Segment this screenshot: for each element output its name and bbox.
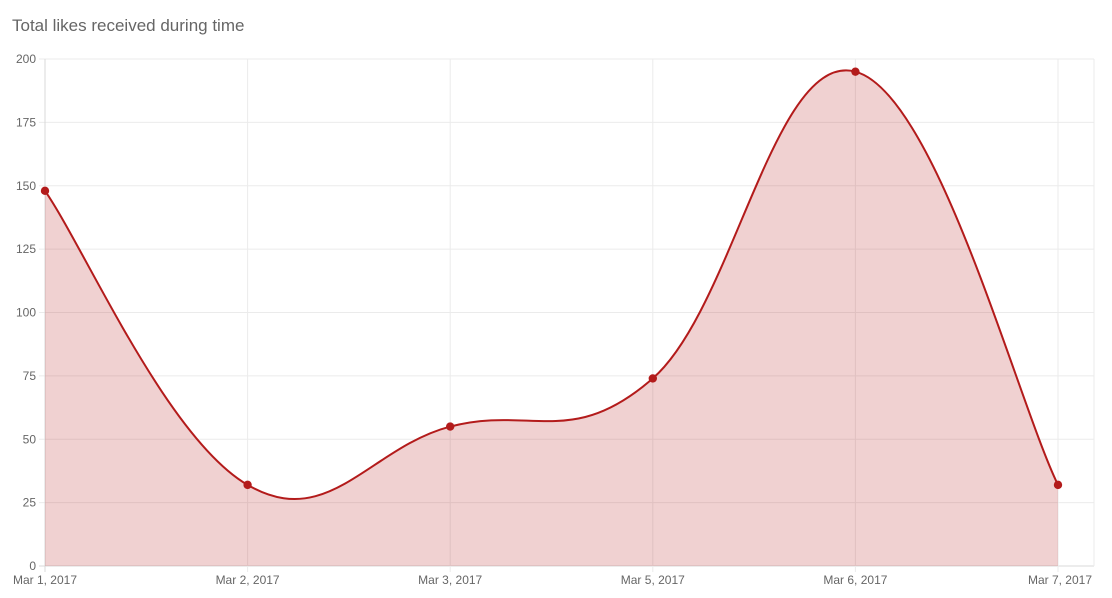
y-tick-label: 200 xyxy=(16,52,36,66)
series-area-fill xyxy=(45,70,1058,566)
data-point[interactable] xyxy=(446,422,455,431)
data-point[interactable] xyxy=(648,374,657,383)
series-line xyxy=(44,69,1059,500)
y-tick-label: 175 xyxy=(16,115,36,129)
x-tick-label: Mar 3, 2017 xyxy=(418,573,482,587)
y-tick-label: 25 xyxy=(23,496,37,510)
point-layer xyxy=(40,67,1063,490)
y-tick-label: 125 xyxy=(16,242,36,256)
chart-title: Total likes received during time xyxy=(12,16,245,35)
y-tick-label: 150 xyxy=(16,179,36,193)
x-tick-label: Mar 2, 2017 xyxy=(216,573,280,587)
data-point[interactable] xyxy=(851,67,860,76)
data-point[interactable] xyxy=(40,186,50,196)
x-tick-label: Mar 1, 2017 xyxy=(13,573,77,587)
y-tick-label: 100 xyxy=(16,306,36,320)
series-layer xyxy=(44,69,1059,566)
y-tick-label: 50 xyxy=(23,432,37,446)
label-layer: 0 25 50 75 100 125 150 175 200 Mar 1, 2017 Mar 2, … xyxy=(13,52,1092,587)
data-point[interactable] xyxy=(243,480,252,490)
x-tick-label: Mar 6, 2017 xyxy=(823,573,887,587)
data-point[interactable] xyxy=(1053,480,1063,490)
y-tick-label: 0 xyxy=(29,559,36,573)
y-tick-label: 75 xyxy=(23,369,37,383)
x-tick-label: Mar 5, 2017 xyxy=(621,573,685,587)
x-tick-label: Mar 7, 2017 xyxy=(1028,573,1092,587)
